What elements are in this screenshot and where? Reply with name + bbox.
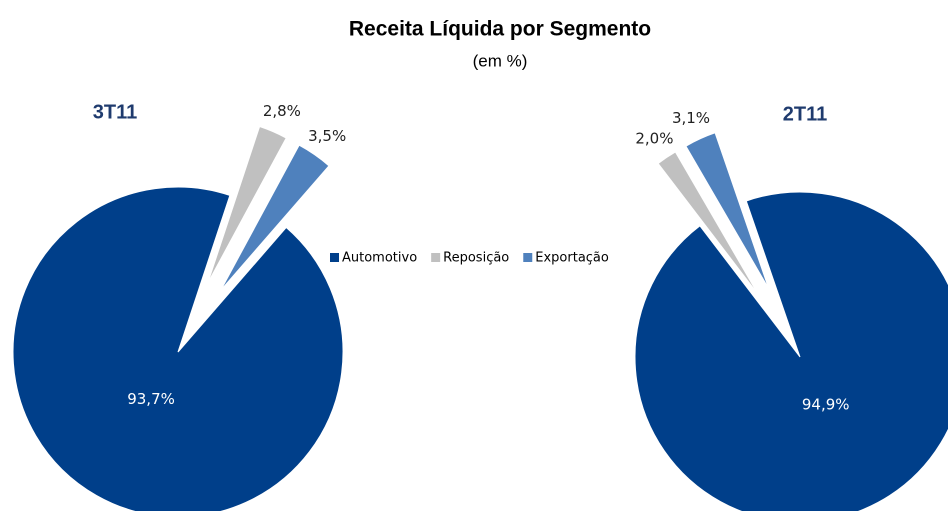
- legend-label: Automotivo: [342, 251, 417, 266]
- chart-subtitle: (em %): [473, 51, 528, 70]
- pie-slice: [207, 125, 287, 284]
- data-label: 3,1%: [672, 109, 710, 127]
- legend-label: Reposição: [443, 251, 509, 266]
- data-label: 3,5%: [308, 127, 346, 145]
- pie-title: 3T11: [93, 101, 137, 123]
- legend-swatch: [330, 253, 339, 262]
- pie-slice: [685, 132, 770, 290]
- pie-slice: [220, 144, 330, 291]
- data-label: 93,7%: [127, 390, 175, 408]
- legend-swatch: [523, 253, 533, 262]
- pie-slice: [634, 191, 948, 511]
- legend-swatch: [431, 253, 441, 262]
- pie-slice: [12, 186, 344, 511]
- data-label: 94,9%: [802, 395, 850, 413]
- data-label: 2,8%: [263, 102, 301, 120]
- legend-label: Exportação: [535, 251, 609, 266]
- pie-slice: [657, 151, 759, 295]
- data-label: 2,0%: [635, 130, 673, 148]
- pie-title: 2T11: [783, 103, 827, 125]
- chart-title: Receita Líquida por Segmento: [349, 18, 651, 41]
